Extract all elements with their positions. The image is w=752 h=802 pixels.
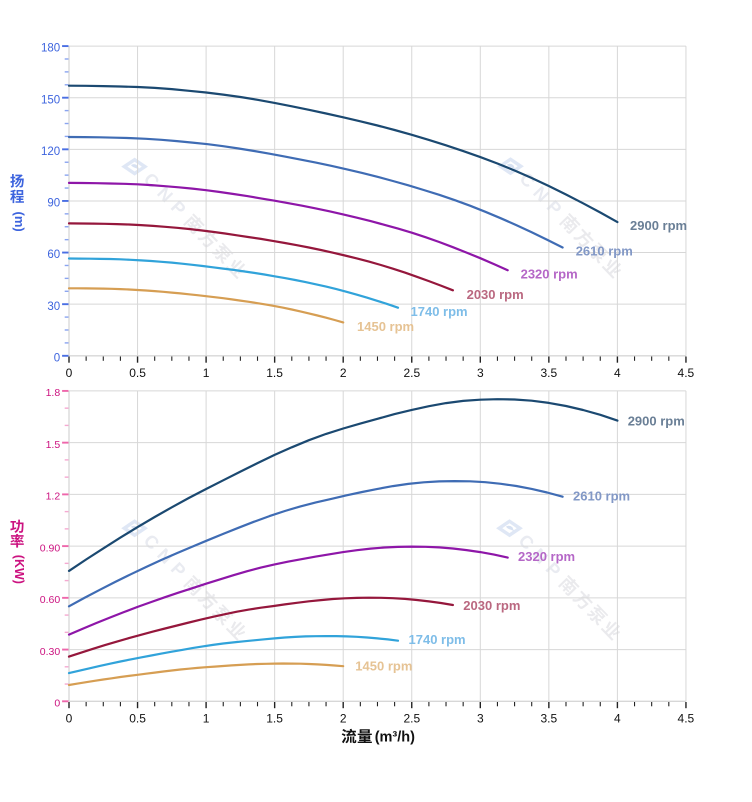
svg-text:2900 rpm: 2900 rpm bbox=[630, 218, 687, 233]
svg-text:120: 120 bbox=[41, 146, 60, 158]
svg-text:1.5: 1.5 bbox=[266, 712, 283, 726]
svg-text:1450 rpm: 1450 rpm bbox=[357, 319, 414, 334]
svg-text:1.2: 1.2 bbox=[46, 491, 61, 503]
svg-text:2.5: 2.5 bbox=[403, 366, 420, 380]
svg-text:60: 60 bbox=[47, 249, 60, 261]
svg-text:1: 1 bbox=[203, 712, 210, 726]
svg-text:(m³/h): (m³/h) bbox=[375, 730, 415, 746]
svg-text:30: 30 bbox=[47, 301, 60, 313]
svg-text:2320 rpm: 2320 rpm bbox=[521, 267, 578, 282]
svg-text:0.30: 0.30 bbox=[40, 646, 61, 658]
svg-text:90: 90 bbox=[47, 198, 60, 210]
svg-text:4: 4 bbox=[614, 712, 621, 726]
svg-text:150: 150 bbox=[41, 94, 60, 106]
svg-text:2: 2 bbox=[340, 366, 347, 380]
svg-text:1450 rpm: 1450 rpm bbox=[355, 659, 412, 674]
svg-text:180: 180 bbox=[41, 43, 60, 55]
svg-text:3.5: 3.5 bbox=[540, 366, 557, 380]
svg-text:2610 rpm: 2610 rpm bbox=[576, 244, 633, 259]
svg-text:1.5: 1.5 bbox=[266, 366, 283, 380]
svg-text:0: 0 bbox=[54, 698, 60, 710]
svg-text:1.8: 1.8 bbox=[46, 387, 61, 399]
svg-text:0: 0 bbox=[66, 366, 73, 380]
svg-text:1740 rpm: 1740 rpm bbox=[409, 632, 466, 647]
svg-text:2610 rpm: 2610 rpm bbox=[573, 489, 630, 504]
svg-text:0: 0 bbox=[54, 352, 60, 364]
svg-text:2900 rpm: 2900 rpm bbox=[628, 414, 685, 429]
svg-text:4.5: 4.5 bbox=[678, 366, 695, 380]
svg-text:1: 1 bbox=[203, 366, 210, 380]
svg-text:0.60: 0.60 bbox=[40, 594, 61, 606]
svg-text:1740 rpm: 1740 rpm bbox=[411, 304, 468, 319]
svg-text:(m): (m) bbox=[12, 212, 27, 232]
svg-text:2: 2 bbox=[340, 712, 347, 726]
svg-text:2.5: 2.5 bbox=[403, 712, 420, 726]
svg-text:4.5: 4.5 bbox=[678, 712, 695, 726]
svg-text:0.5: 0.5 bbox=[129, 366, 146, 380]
svg-text:(KW): (KW) bbox=[12, 555, 26, 584]
svg-text:2030 rpm: 2030 rpm bbox=[463, 598, 520, 613]
svg-text:1.5: 1.5 bbox=[46, 439, 61, 451]
svg-text:2320 rpm: 2320 rpm bbox=[518, 549, 575, 564]
svg-text:0: 0 bbox=[66, 712, 73, 726]
svg-text:0.5: 0.5 bbox=[129, 712, 146, 726]
svg-text:3: 3 bbox=[477, 712, 484, 726]
svg-text:3.5: 3.5 bbox=[540, 712, 557, 726]
svg-text:0.90: 0.90 bbox=[40, 542, 61, 554]
svg-text:2030 rpm: 2030 rpm bbox=[467, 287, 524, 302]
svg-text:4: 4 bbox=[614, 366, 621, 380]
svg-text:3: 3 bbox=[477, 366, 484, 380]
